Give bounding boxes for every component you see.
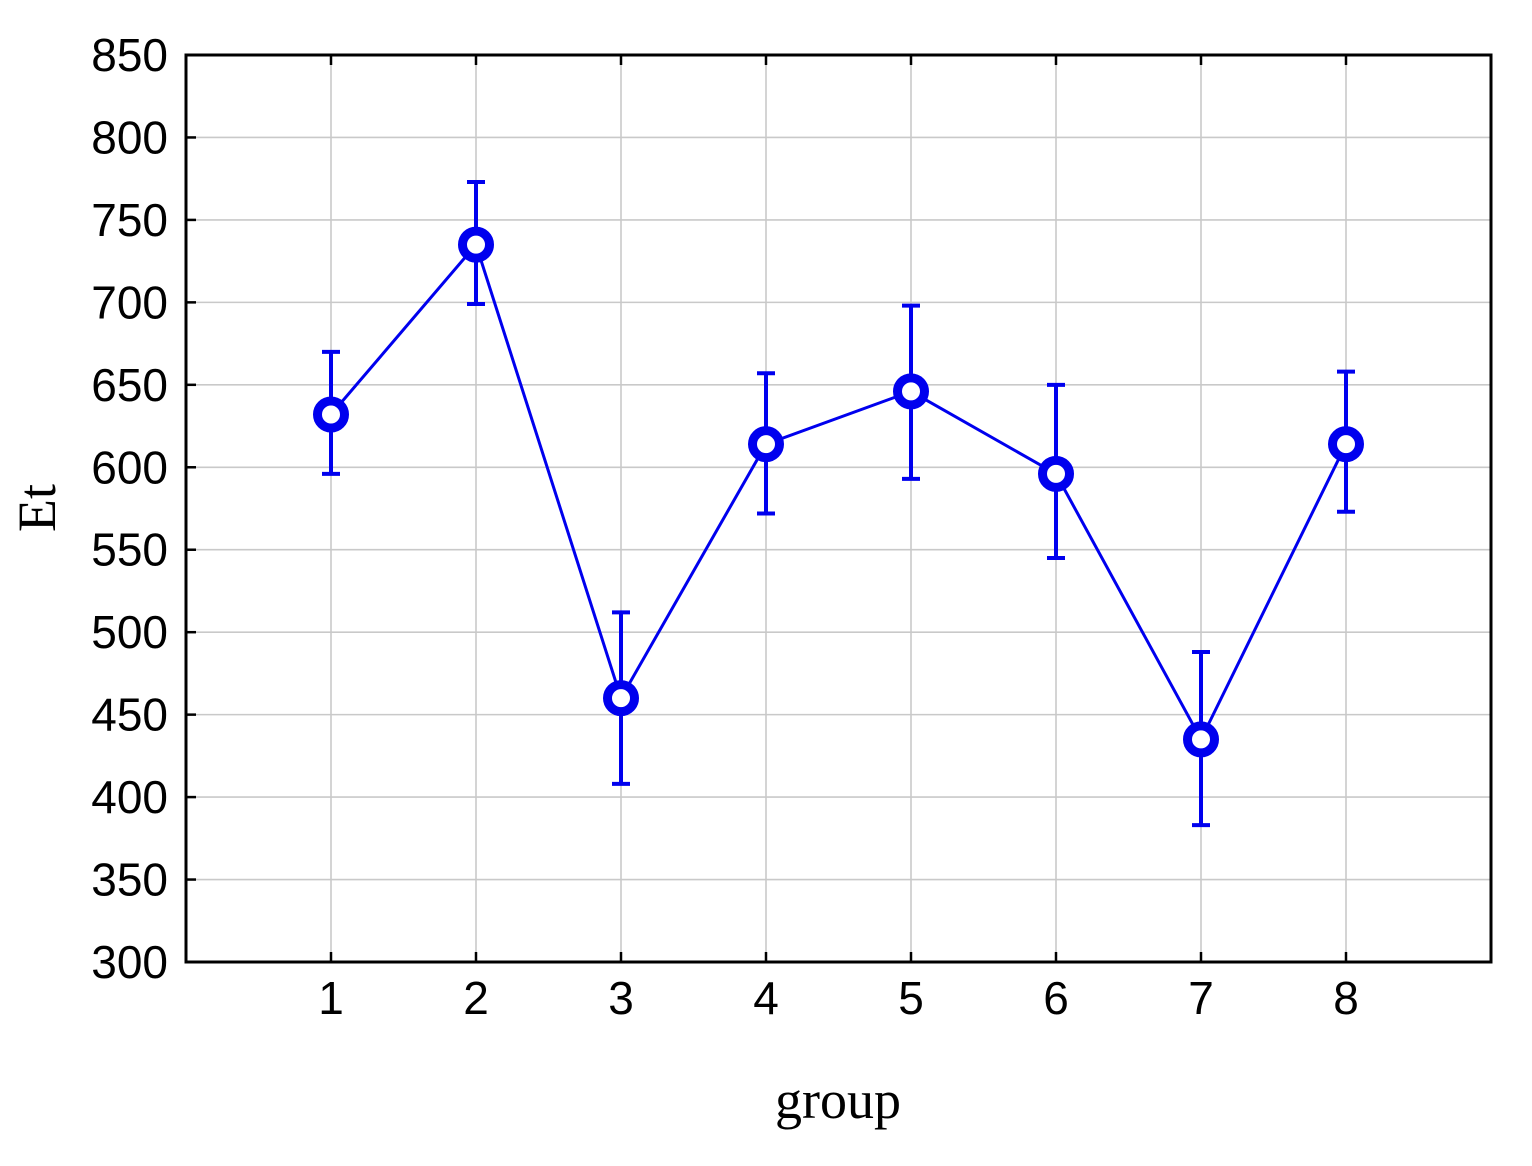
series-line <box>329 241 1348 743</box>
y-tick-label: 450 <box>91 689 168 741</box>
y-tick-label: 550 <box>91 524 168 576</box>
x-tick-label: 5 <box>898 972 924 1024</box>
data-point-marker <box>1038 455 1074 492</box>
y-tick-label: 650 <box>91 359 168 411</box>
y-tick-label: 300 <box>91 936 168 988</box>
data-point-marker <box>748 426 784 463</box>
data-point-marker <box>893 373 929 410</box>
y-tick-label: 600 <box>91 441 168 493</box>
x-tick-label: 6 <box>1043 972 1069 1024</box>
data-point-marker <box>603 680 639 717</box>
x-axis-title: group <box>775 1070 901 1130</box>
x-tick-label: 2 <box>463 972 489 1024</box>
x-tick-label: 8 <box>1333 972 1359 1024</box>
y-tick-label: 700 <box>91 276 168 328</box>
data-point-marker <box>458 226 494 263</box>
x-tick-label: 7 <box>1188 972 1214 1024</box>
plot-frame <box>184 53 1493 964</box>
y-tick-label: 350 <box>91 854 168 906</box>
x-tick-label: 3 <box>608 972 634 1024</box>
x-tick-label: 1 <box>318 972 344 1024</box>
x-tick-label: 4 <box>753 972 779 1024</box>
y-tick-label: 800 <box>91 111 168 163</box>
y-tick-label: 850 <box>91 29 168 81</box>
data-point-marker <box>313 396 349 433</box>
y-tick-label: 750 <box>91 194 168 246</box>
y-axis-title: Et <box>7 484 67 532</box>
y-tick-label: 400 <box>91 771 168 823</box>
y-tick-label: 500 <box>91 606 168 658</box>
data-point-marker <box>1328 426 1364 463</box>
data-point-marker <box>1183 721 1219 758</box>
